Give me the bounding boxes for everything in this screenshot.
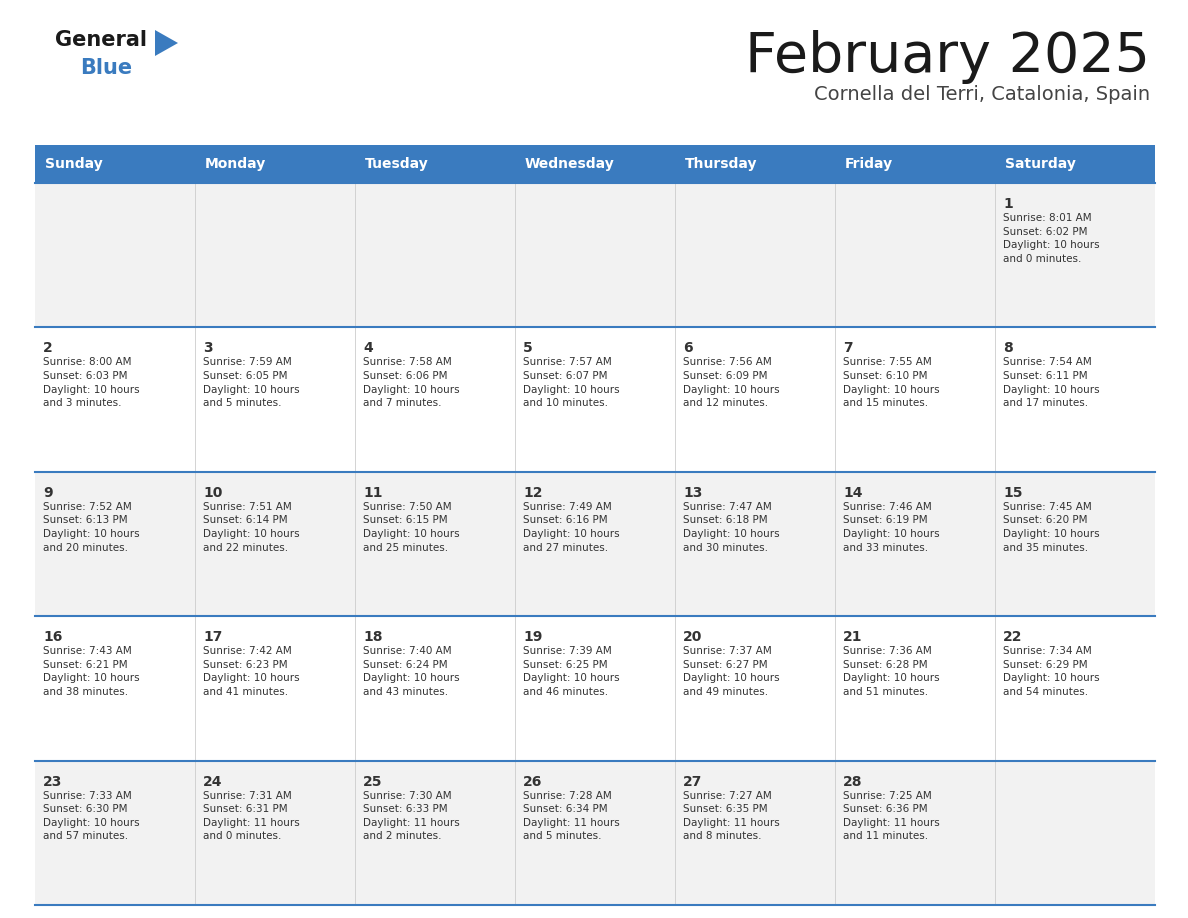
Text: Sunrise: 7:27 AM
Sunset: 6:35 PM
Daylight: 11 hours
and 8 minutes.: Sunrise: 7:27 AM Sunset: 6:35 PM Dayligh… [683, 790, 779, 842]
Text: 26: 26 [523, 775, 543, 789]
Text: 14: 14 [843, 486, 862, 499]
Polygon shape [154, 30, 178, 56]
Bar [516, 145, 675, 183]
Text: Friday: Friday [845, 157, 893, 171]
Text: Sunrise: 7:52 AM
Sunset: 6:13 PM
Daylight: 10 hours
and 20 minutes.: Sunrise: 7:52 AM Sunset: 6:13 PM Dayligh… [43, 502, 140, 553]
Text: 4: 4 [364, 341, 373, 355]
Text: Sunrise: 7:34 AM
Sunset: 6:29 PM
Daylight: 10 hours
and 54 minutes.: Sunrise: 7:34 AM Sunset: 6:29 PM Dayligh… [1003, 646, 1100, 697]
Bar [355, 145, 516, 183]
Text: Saturday: Saturday [1005, 157, 1076, 171]
Text: 11: 11 [364, 486, 383, 499]
Text: Sunrise: 7:36 AM
Sunset: 6:28 PM
Daylight: 10 hours
and 51 minutes.: Sunrise: 7:36 AM Sunset: 6:28 PM Dayligh… [843, 646, 940, 697]
Text: Sunday: Sunday [45, 157, 102, 171]
Text: Thursday: Thursday [685, 157, 758, 171]
Text: 18: 18 [364, 630, 383, 644]
Text: 27: 27 [683, 775, 702, 789]
Text: Sunrise: 8:01 AM
Sunset: 6:02 PM
Daylight: 10 hours
and 0 minutes.: Sunrise: 8:01 AM Sunset: 6:02 PM Dayligh… [1003, 213, 1100, 263]
Text: Sunrise: 7:49 AM
Sunset: 6:16 PM
Daylight: 10 hours
and 27 minutes.: Sunrise: 7:49 AM Sunset: 6:16 PM Dayligh… [523, 502, 620, 553]
Text: February 2025: February 2025 [745, 30, 1150, 84]
Text: 12: 12 [523, 486, 543, 499]
Text: Wednesday: Wednesday [525, 157, 614, 171]
Text: 8: 8 [1003, 341, 1012, 355]
Text: 3: 3 [203, 341, 213, 355]
Text: 17: 17 [203, 630, 222, 644]
Text: Sunrise: 7:56 AM
Sunset: 6:09 PM
Daylight: 10 hours
and 12 minutes.: Sunrise: 7:56 AM Sunset: 6:09 PM Dayligh… [683, 357, 779, 409]
Bar [34, 328, 1155, 472]
Text: Sunrise: 7:40 AM
Sunset: 6:24 PM
Daylight: 10 hours
and 43 minutes.: Sunrise: 7:40 AM Sunset: 6:24 PM Dayligh… [364, 646, 460, 697]
Bar [34, 616, 1155, 761]
Text: 2: 2 [43, 341, 52, 355]
Text: Sunrise: 7:51 AM
Sunset: 6:14 PM
Daylight: 10 hours
and 22 minutes.: Sunrise: 7:51 AM Sunset: 6:14 PM Dayligh… [203, 502, 299, 553]
Text: Monday: Monday [206, 157, 266, 171]
Text: 20: 20 [683, 630, 702, 644]
Bar [996, 145, 1155, 183]
Text: Sunrise: 7:37 AM
Sunset: 6:27 PM
Daylight: 10 hours
and 49 minutes.: Sunrise: 7:37 AM Sunset: 6:27 PM Dayligh… [683, 646, 779, 697]
Text: Sunrise: 7:45 AM
Sunset: 6:20 PM
Daylight: 10 hours
and 35 minutes.: Sunrise: 7:45 AM Sunset: 6:20 PM Dayligh… [1003, 502, 1100, 553]
Text: Sunrise: 7:42 AM
Sunset: 6:23 PM
Daylight: 10 hours
and 41 minutes.: Sunrise: 7:42 AM Sunset: 6:23 PM Dayligh… [203, 646, 299, 697]
Bar [835, 145, 996, 183]
Text: Tuesday: Tuesday [365, 157, 429, 171]
Bar [34, 472, 1155, 616]
Text: Sunrise: 7:25 AM
Sunset: 6:36 PM
Daylight: 11 hours
and 11 minutes.: Sunrise: 7:25 AM Sunset: 6:36 PM Dayligh… [843, 790, 940, 842]
Text: Sunrise: 7:46 AM
Sunset: 6:19 PM
Daylight: 10 hours
and 33 minutes.: Sunrise: 7:46 AM Sunset: 6:19 PM Dayligh… [843, 502, 940, 553]
Text: 24: 24 [203, 775, 222, 789]
Text: Sunrise: 7:30 AM
Sunset: 6:33 PM
Daylight: 11 hours
and 2 minutes.: Sunrise: 7:30 AM Sunset: 6:33 PM Dayligh… [364, 790, 460, 842]
Bar [34, 183, 1155, 328]
Text: Sunrise: 7:39 AM
Sunset: 6:25 PM
Daylight: 10 hours
and 46 minutes.: Sunrise: 7:39 AM Sunset: 6:25 PM Dayligh… [523, 646, 620, 697]
Text: 16: 16 [43, 630, 63, 644]
Bar [675, 145, 835, 183]
Text: 22: 22 [1003, 630, 1023, 644]
Text: Blue: Blue [80, 58, 132, 78]
Text: 19: 19 [523, 630, 543, 644]
Text: 6: 6 [683, 341, 693, 355]
Text: General: General [55, 30, 147, 50]
Text: 5: 5 [523, 341, 532, 355]
Text: 7: 7 [843, 341, 853, 355]
Text: Sunrise: 7:31 AM
Sunset: 6:31 PM
Daylight: 11 hours
and 0 minutes.: Sunrise: 7:31 AM Sunset: 6:31 PM Dayligh… [203, 790, 299, 842]
Text: 1: 1 [1003, 197, 1012, 211]
Text: Sunrise: 7:28 AM
Sunset: 6:34 PM
Daylight: 11 hours
and 5 minutes.: Sunrise: 7:28 AM Sunset: 6:34 PM Dayligh… [523, 790, 620, 842]
Text: 9: 9 [43, 486, 52, 499]
Text: Sunrise: 7:50 AM
Sunset: 6:15 PM
Daylight: 10 hours
and 25 minutes.: Sunrise: 7:50 AM Sunset: 6:15 PM Dayligh… [364, 502, 460, 553]
Bar [34, 761, 1155, 905]
Text: 13: 13 [683, 486, 702, 499]
Text: Sunrise: 7:43 AM
Sunset: 6:21 PM
Daylight: 10 hours
and 38 minutes.: Sunrise: 7:43 AM Sunset: 6:21 PM Dayligh… [43, 646, 140, 697]
Text: Sunrise: 7:33 AM
Sunset: 6:30 PM
Daylight: 10 hours
and 57 minutes.: Sunrise: 7:33 AM Sunset: 6:30 PM Dayligh… [43, 790, 140, 842]
Text: 23: 23 [43, 775, 63, 789]
Text: Sunrise: 7:47 AM
Sunset: 6:18 PM
Daylight: 10 hours
and 30 minutes.: Sunrise: 7:47 AM Sunset: 6:18 PM Dayligh… [683, 502, 779, 553]
Text: 21: 21 [843, 630, 862, 644]
Text: 25: 25 [364, 775, 383, 789]
Bar [195, 145, 355, 183]
Bar [34, 145, 195, 183]
Text: Sunrise: 7:58 AM
Sunset: 6:06 PM
Daylight: 10 hours
and 7 minutes.: Sunrise: 7:58 AM Sunset: 6:06 PM Dayligh… [364, 357, 460, 409]
Text: Sunrise: 8:00 AM
Sunset: 6:03 PM
Daylight: 10 hours
and 3 minutes.: Sunrise: 8:00 AM Sunset: 6:03 PM Dayligh… [43, 357, 140, 409]
Text: Cornella del Terri, Catalonia, Spain: Cornella del Terri, Catalonia, Spain [814, 85, 1150, 104]
Text: Sunrise: 7:55 AM
Sunset: 6:10 PM
Daylight: 10 hours
and 15 minutes.: Sunrise: 7:55 AM Sunset: 6:10 PM Dayligh… [843, 357, 940, 409]
Text: 10: 10 [203, 486, 222, 499]
Text: 28: 28 [843, 775, 862, 789]
Text: Sunrise: 7:57 AM
Sunset: 6:07 PM
Daylight: 10 hours
and 10 minutes.: Sunrise: 7:57 AM Sunset: 6:07 PM Dayligh… [523, 357, 620, 409]
Text: Sunrise: 7:54 AM
Sunset: 6:11 PM
Daylight: 10 hours
and 17 minutes.: Sunrise: 7:54 AM Sunset: 6:11 PM Dayligh… [1003, 357, 1100, 409]
Text: Sunrise: 7:59 AM
Sunset: 6:05 PM
Daylight: 10 hours
and 5 minutes.: Sunrise: 7:59 AM Sunset: 6:05 PM Dayligh… [203, 357, 299, 409]
Text: 15: 15 [1003, 486, 1023, 499]
